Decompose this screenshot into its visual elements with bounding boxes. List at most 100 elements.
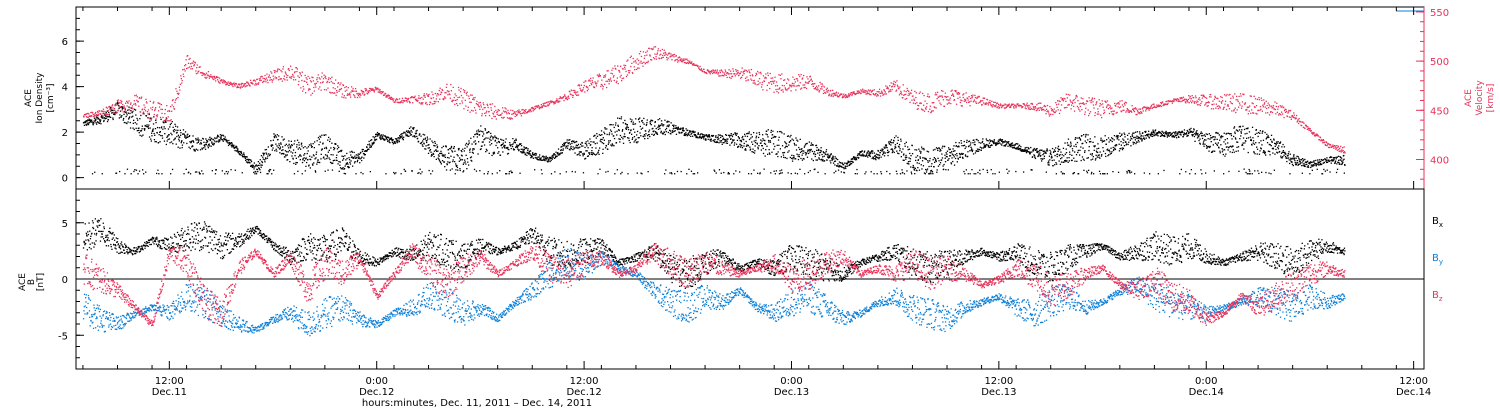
- data-point: [963, 171, 964, 172]
- data-point: [1066, 149, 1067, 150]
- data-point: [138, 128, 139, 129]
- data-point: [1092, 142, 1093, 143]
- data-point: [307, 84, 308, 85]
- data-point: [729, 136, 730, 137]
- data-point: [1242, 126, 1243, 127]
- data-point: [690, 136, 691, 137]
- data-point: [504, 147, 505, 148]
- data-point: [935, 159, 936, 160]
- data-point: [97, 112, 98, 113]
- data-point: [1342, 162, 1343, 163]
- data-point: [471, 110, 472, 111]
- data-point: [864, 173, 865, 174]
- data-point: [168, 139, 169, 140]
- data-point: [402, 98, 403, 99]
- data-point: [625, 136, 626, 137]
- data-point: [317, 162, 318, 163]
- data-point: [85, 122, 86, 123]
- data-point: [816, 147, 817, 148]
- data-point: [479, 134, 480, 135]
- data-point: [611, 133, 612, 134]
- data-point: [126, 123, 127, 124]
- data-point: [380, 136, 381, 137]
- data-point: [178, 139, 179, 140]
- data-point: [457, 105, 458, 106]
- data-point: [497, 147, 498, 148]
- data-point: [329, 159, 330, 160]
- data-point: [974, 141, 975, 142]
- data-point: [1264, 153, 1265, 154]
- data-point: [617, 169, 618, 170]
- data-point: [894, 137, 895, 138]
- data-point: [516, 144, 517, 145]
- data-point: [307, 79, 308, 80]
- data-point: [640, 135, 641, 136]
- data-point: [1261, 172, 1262, 173]
- data-point: [888, 151, 889, 152]
- data-point: [303, 86, 304, 87]
- data-point: [673, 126, 674, 127]
- data-point: [882, 149, 883, 150]
- data-point: [1068, 139, 1069, 140]
- data-point: [998, 143, 999, 144]
- data-point: [278, 76, 279, 77]
- data-point: [261, 167, 262, 168]
- data-point: [885, 146, 886, 147]
- data-point: [1137, 131, 1138, 132]
- data-point: [1027, 150, 1028, 151]
- data-point: [1231, 135, 1232, 136]
- data-point: [1230, 151, 1231, 152]
- data-point: [999, 172, 1000, 173]
- data-point: [880, 152, 881, 153]
- data-point: [741, 140, 742, 141]
- data-point: [173, 127, 174, 128]
- data-point: [1316, 165, 1317, 166]
- data-point: [1101, 154, 1102, 155]
- data-point: [614, 173, 615, 174]
- data-point: [626, 127, 627, 128]
- data-point: [287, 79, 288, 80]
- data-point: [326, 89, 327, 90]
- data-point: [473, 99, 474, 100]
- data-point: [164, 133, 165, 134]
- data-point: [281, 136, 282, 137]
- data-point: [431, 91, 432, 92]
- data-point: [753, 152, 754, 153]
- data-point: [269, 171, 270, 172]
- data-point: [1244, 129, 1245, 130]
- data-point: [467, 92, 468, 93]
- data-point: [841, 167, 842, 168]
- data-point: [465, 163, 466, 164]
- data-point: [95, 112, 96, 113]
- data-point: [174, 102, 175, 103]
- data-point: [793, 140, 794, 141]
- data-point: [901, 169, 902, 170]
- data-point: [162, 117, 163, 118]
- data-point: [510, 170, 511, 171]
- data-point: [106, 118, 107, 119]
- data-point: [275, 144, 276, 145]
- data-point: [221, 135, 222, 136]
- data-point: [180, 135, 181, 136]
- data-point: [1053, 151, 1054, 152]
- data-point: [1243, 148, 1244, 149]
- data-point: [1193, 134, 1194, 135]
- data-point: [871, 171, 872, 172]
- data-point: [257, 169, 258, 170]
- data-point: [260, 172, 261, 173]
- data-point: [1318, 164, 1319, 165]
- data-point: [608, 142, 609, 143]
- data-point: [1236, 147, 1237, 148]
- data-point: [705, 139, 706, 140]
- data-point: [1144, 172, 1145, 173]
- data-point: [1128, 142, 1129, 143]
- data-point: [751, 134, 752, 135]
- data-point: [731, 135, 732, 136]
- data-point: [944, 155, 945, 156]
- data-point: [294, 71, 295, 72]
- data-point: [326, 147, 327, 148]
- data-point: [620, 173, 621, 174]
- data-point: [485, 115, 486, 116]
- data-point: [1140, 136, 1141, 137]
- data-point: [1055, 147, 1056, 148]
